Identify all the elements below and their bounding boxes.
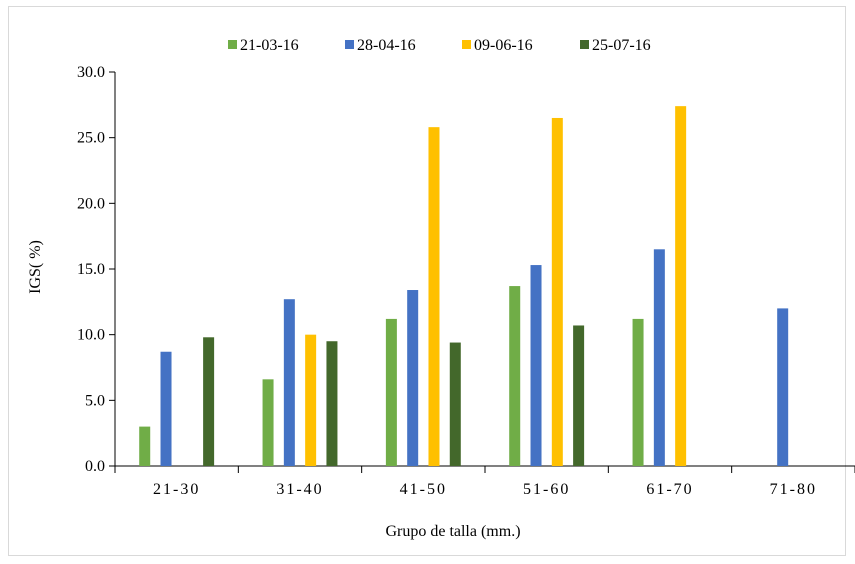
x-tick-label: 71-80 xyxy=(770,481,817,498)
bar-09-06-16-31-40 xyxy=(305,334,317,466)
x-tick-label: 61-70 xyxy=(646,481,693,498)
x-tick-label: 51-60 xyxy=(523,481,570,498)
x-axis-title: Grupo de talla (mm.) xyxy=(385,523,520,540)
legend-swatch-25-07-16 xyxy=(580,40,589,49)
bar-21-03-16-41-50 xyxy=(385,318,397,466)
legend-label: 09-06-16 xyxy=(474,37,533,54)
y-tick-label: 10.0 xyxy=(77,327,105,344)
bar-09-06-16-61-70 xyxy=(675,106,687,466)
legend: 21-03-16 28-04-16 09-06-16 25-07-16 xyxy=(228,37,651,54)
y-tick-label: 15.0 xyxy=(77,261,105,278)
y-tick-label: 25.0 xyxy=(77,130,105,147)
legend-label: 21-03-16 xyxy=(240,37,299,54)
x-tick-label: 21-30 xyxy=(153,481,200,498)
bar-28-04-16-41-50 xyxy=(407,290,419,466)
x-tick-label: 41-50 xyxy=(400,481,447,498)
bar-28-04-16-61-70 xyxy=(653,249,665,466)
legend-swatch-21-03-16 xyxy=(228,40,237,49)
bar-21-03-16-51-60 xyxy=(509,286,521,466)
bar-25-07-16-51-60 xyxy=(573,325,585,466)
legend-swatch-09-06-16 xyxy=(462,40,471,49)
bar-21-03-16-21-30 xyxy=(139,426,151,466)
y-tick-label: 5.0 xyxy=(85,392,105,409)
bar-09-06-16-41-50 xyxy=(428,127,440,466)
bar-28-04-16-21-30 xyxy=(160,351,172,466)
y-tick-label: 20.0 xyxy=(77,195,105,212)
bar-28-04-16-31-40 xyxy=(283,299,295,466)
bar-21-03-16-31-40 xyxy=(262,379,274,466)
bar-25-07-16-41-50 xyxy=(449,342,461,466)
plot-area: 0.0 5.0 10.0 15.0 20.0 25.0 30.0 21-30 31-40 41-5… xyxy=(77,64,855,498)
legend-swatch-28-04-16 xyxy=(345,40,354,49)
y-axis-title: IGS( %) xyxy=(27,240,44,294)
bar-21-03-16-61-70 xyxy=(632,318,644,466)
legend-label: 28-04-16 xyxy=(357,37,416,54)
y-tick-label: 0.0 xyxy=(85,458,105,475)
x-tick-label: 31-40 xyxy=(276,481,323,498)
bar-28-04-16-51-60 xyxy=(530,265,542,466)
legend-label: 25-07-16 xyxy=(592,37,651,54)
bar-09-06-16-51-60 xyxy=(551,117,563,466)
bar-25-07-16-31-40 xyxy=(326,341,338,466)
bar-28-04-16-71-80 xyxy=(777,308,789,466)
y-tick-label: 30.0 xyxy=(77,64,105,81)
bar-25-07-16-21-30 xyxy=(203,337,215,466)
